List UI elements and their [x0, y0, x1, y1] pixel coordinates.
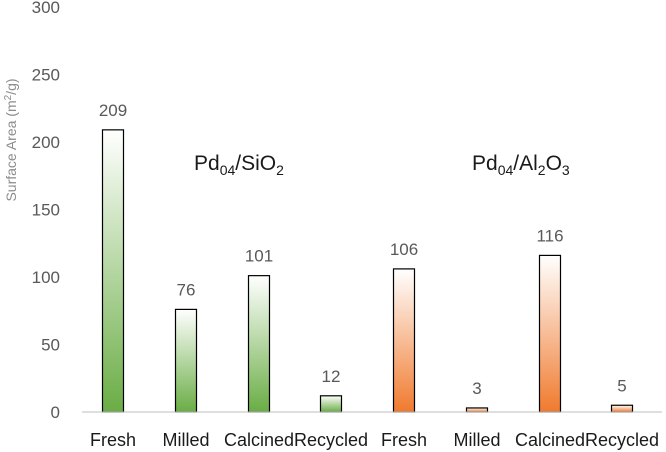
category-labels: Fresh Milled Calcined Recycled Fresh Milled Ca… — [90, 430, 659, 450]
data-label: 209 — [99, 101, 127, 120]
category-label: Calcined — [515, 430, 585, 450]
category-label: Fresh — [381, 430, 427, 450]
y-tick-label: 100 — [32, 268, 60, 287]
data-label: 101 — [245, 247, 273, 266]
data-label: 12 — [322, 367, 341, 386]
bar — [392, 268, 416, 413]
value-labels: 209 76 101 12 106 3 116 5 — [99, 101, 627, 398]
category-label: Milled — [162, 430, 209, 450]
y-tick-label: 50 — [41, 336, 60, 355]
bar — [319, 395, 343, 413]
y-tick-label: 0 — [51, 403, 60, 422]
bar — [174, 308, 198, 413]
y-tick-label: 200 — [32, 133, 60, 152]
category-label: Milled — [453, 430, 500, 450]
y-tick-label: 250 — [32, 66, 60, 85]
y-tick-label: 300 — [32, 0, 60, 17]
bar — [538, 254, 562, 413]
data-label: 106 — [390, 240, 418, 259]
y-tick-label: 150 — [32, 201, 60, 220]
y-axis-label: Surface Area (m2/g) — [3, 78, 19, 201]
y-axis-ticks: 0 50 100 150 200 250 300 — [32, 0, 60, 422]
category-label: Recycled — [294, 430, 368, 450]
bars — [101, 129, 634, 413]
data-label: 3 — [472, 379, 481, 398]
category-label: Fresh — [90, 430, 136, 450]
group-label-sio2: Pd04/SiO2 — [194, 152, 284, 178]
bar — [610, 404, 634, 413]
bar — [101, 129, 125, 413]
bar — [465, 407, 489, 413]
group-label-al2o3: Pd04/Al2O3 — [472, 152, 570, 178]
category-label: Recycled — [585, 430, 659, 450]
data-label: 5 — [617, 376, 626, 395]
bar — [247, 275, 271, 413]
data-label: 76 — [177, 280, 196, 299]
category-label: Calcined — [224, 430, 294, 450]
data-label: 116 — [536, 226, 563, 245]
